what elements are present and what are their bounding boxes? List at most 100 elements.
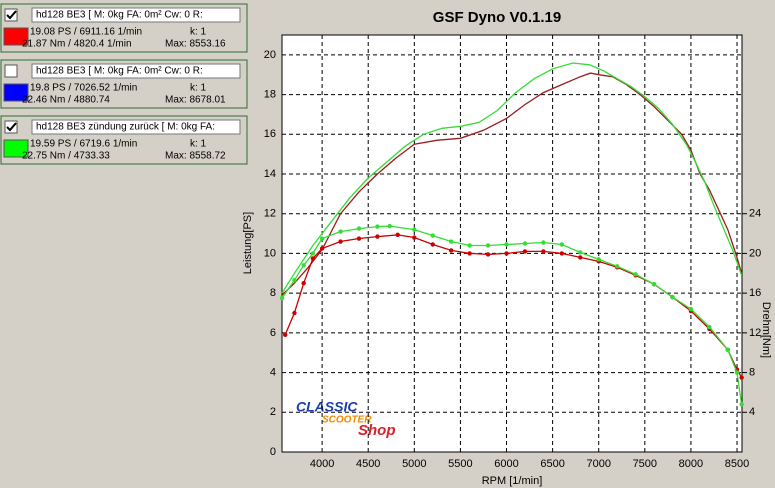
data-point — [430, 242, 435, 247]
entry-title: hd128 BE3 zündung zurück [ M: 0kg FA: — [36, 122, 215, 133]
logo-text: SCOOTER — [322, 415, 372, 426]
data-point — [338, 239, 343, 244]
data-point — [522, 249, 528, 254]
y-tick-label: 6 — [270, 327, 276, 339]
data-point — [707, 324, 712, 330]
entry-title: hd128 BE3 [ M: 0kg FA: 0m² Cw: 0 R: — [36, 66, 203, 77]
x-tick-label: 5500 — [448, 458, 472, 470]
data-point — [448, 239, 454, 244]
plot-area — [281, 34, 743, 453]
x-tick-label: 8500 — [725, 458, 749, 470]
entry-power: 19.08 PS / 6911.16 1/min — [30, 27, 142, 38]
entry-title: hd128 BE3 [ M: 0kg FA: 0m² Cw: 0 R: — [36, 10, 203, 21]
check-mark — [6, 122, 17, 132]
data-point — [725, 347, 731, 352]
y-tick-label: 4 — [270, 366, 276, 378]
data-point — [301, 281, 306, 286]
x-tick-label: 7000 — [586, 458, 610, 470]
y2-tick-label: 20 — [749, 247, 761, 259]
data-point — [412, 235, 417, 240]
entry-torque: 22.75 Nm / 4733.33 — [22, 151, 110, 162]
y-tick-label: 12 — [264, 208, 276, 220]
y2-axis-label: Drehm[Nm] — [760, 302, 772, 358]
check-mark — [6, 10, 17, 20]
entry-max: Max: 8553.16 — [165, 39, 226, 50]
entry-max: Max: 8558.72 — [165, 151, 226, 162]
data-point — [596, 257, 601, 262]
data-point — [541, 240, 546, 245]
data-point — [651, 282, 657, 287]
color-swatch[interactable] — [3, 139, 29, 158]
data-point — [559, 251, 565, 256]
color-swatch[interactable] — [3, 27, 29, 46]
title-field — [31, 63, 241, 79]
data-point — [338, 229, 343, 234]
y2-tick-label: 4 — [749, 406, 755, 418]
data-point — [467, 251, 472, 256]
data-point — [522, 241, 528, 246]
data-point — [310, 251, 316, 256]
data-point — [356, 236, 362, 241]
entry-torque: 21.87 Nm / 4820.4 1/min — [22, 39, 132, 50]
data-point — [578, 250, 583, 255]
data-point — [356, 226, 362, 231]
title-field — [31, 7, 241, 23]
entry-power: 19.8 PS / 7026.52 1/min — [30, 83, 137, 94]
data-point — [485, 252, 491, 257]
title-field — [31, 119, 241, 135]
x-tick-label: 4500 — [356, 458, 380, 470]
logo: CLASSIC SCOOTER Shop — [296, 399, 396, 439]
x-tick-label: 4000 — [310, 458, 334, 470]
data-point — [485, 243, 491, 248]
entry-k: k: 1 — [190, 83, 207, 94]
y2-tick-label: 12 — [749, 327, 761, 339]
y-tick-label: 8 — [270, 287, 276, 299]
entry-k: k: 1 — [190, 139, 207, 150]
data-point — [504, 251, 509, 256]
data-point — [739, 375, 744, 380]
y-tick-label: 16 — [264, 128, 276, 140]
data-point — [301, 263, 306, 268]
data-point — [395, 232, 400, 238]
data-point — [319, 236, 325, 241]
entry-k: k: 1 — [190, 27, 207, 38]
checkbox[interactable] — [4, 64, 18, 78]
x-tick-label: 7500 — [633, 458, 657, 470]
data-point — [375, 224, 380, 229]
y2-tick-label: 24 — [749, 208, 761, 220]
logo-text: CLASSIC — [296, 399, 358, 415]
y2-tick-label: 16 — [749, 287, 761, 299]
data-point — [292, 278, 297, 283]
data-point — [739, 402, 744, 407]
y-tick-label: 10 — [264, 247, 276, 259]
data-point — [279, 295, 285, 301]
data-point — [734, 370, 740, 375]
data-point — [541, 249, 546, 254]
data-point — [412, 227, 417, 232]
x-tick-label: 6500 — [540, 458, 564, 470]
y-tick-label: 14 — [264, 168, 276, 180]
y-tick-label: 0 — [270, 446, 276, 458]
series-line — [281, 62, 743, 294]
entry-torque: 22.46 Nm / 4880.74 — [22, 95, 110, 106]
data-point — [448, 248, 454, 253]
data-point — [430, 233, 435, 238]
chart-title: GSF Dyno V0.1.19 — [433, 9, 561, 26]
data-point — [319, 246, 325, 251]
entry-max: Max: 8678.01 — [165, 95, 226, 106]
y2-tick-label: 8 — [749, 366, 755, 378]
color-swatch[interactable] — [3, 83, 29, 102]
x-tick-label: 6000 — [494, 458, 518, 470]
data-point — [387, 223, 392, 229]
data-point — [633, 272, 638, 277]
x-tick-label: 8000 — [679, 458, 703, 470]
y-tick-label: 20 — [264, 49, 276, 61]
data-point — [283, 332, 288, 338]
data-point — [559, 242, 565, 247]
data-point — [670, 294, 675, 300]
y-axis-label: Leistung[PS] — [242, 212, 254, 274]
entry-power: 19.59 PS / 6719.6 1/min — [30, 139, 137, 150]
x-tick-label: 5000 — [402, 458, 426, 470]
